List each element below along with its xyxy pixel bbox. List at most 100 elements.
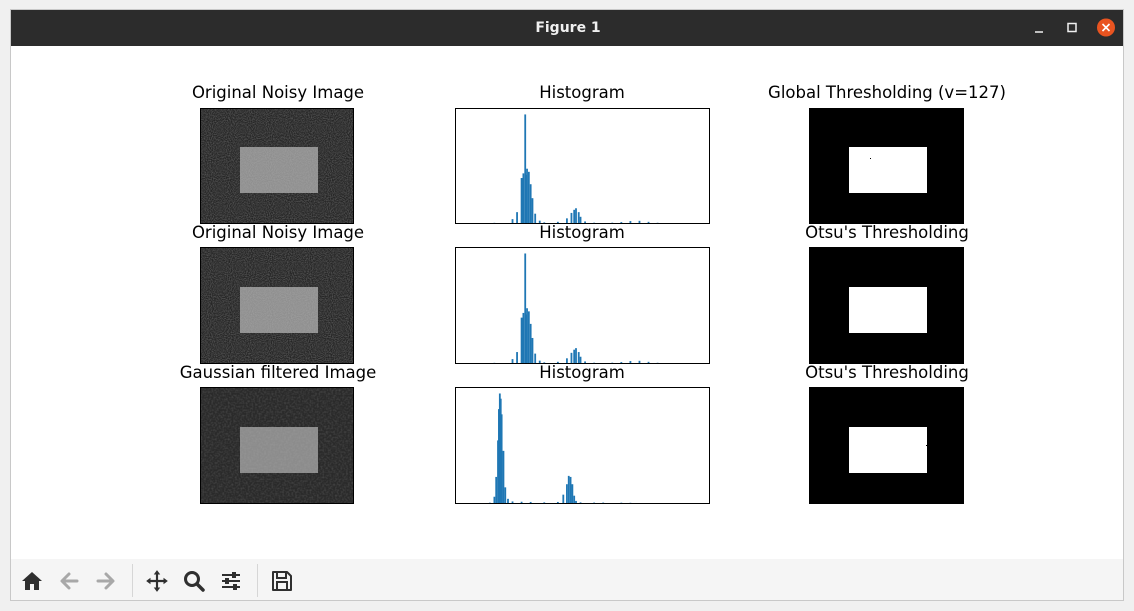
maximize-icon (1067, 22, 1077, 33)
close-button[interactable] (1096, 18, 1116, 38)
arrow-left-icon (60, 572, 79, 590)
home-icon (22, 572, 42, 590)
histogram-plot (488, 393, 632, 503)
panel-title: Otsu's Thresholding (805, 363, 969, 382)
histogram-bar (529, 501, 532, 503)
histogram-bar (566, 358, 568, 363)
histogram-bar (493, 496, 496, 503)
histogram-bar (579, 216, 582, 223)
histogram-bar (538, 220, 541, 223)
histogram-bar (638, 360, 641, 363)
histogram-bar (579, 356, 582, 363)
histogram-bar (584, 221, 586, 223)
histogram-bar (566, 484, 568, 503)
figure-canvas[interactable]: Original Noisy Image Histogram Global Th… (11, 46, 1123, 559)
global-threshold-axes (809, 108, 964, 224)
histogram-bar (529, 323, 532, 363)
histogram-bar (520, 501, 523, 503)
panel-title: Original Noisy Image (191, 83, 365, 102)
move-icon (146, 570, 168, 592)
histogram-bar (573, 209, 576, 223)
noisy-image (201, 109, 353, 223)
panel-title: Original Noisy Image (191, 223, 365, 242)
histogram-bar (647, 361, 650, 363)
histogram-bar (527, 311, 530, 363)
histogram-bar (562, 494, 565, 503)
home-button[interactable] (17, 566, 47, 596)
histogram-bar (620, 222, 623, 223)
sliders-icon (222, 572, 240, 590)
histogram-axes (455, 108, 710, 224)
histogram-bar (520, 317, 523, 363)
histogram-bar (556, 361, 559, 363)
histogram-bar (570, 352, 573, 363)
forward-button[interactable] (91, 566, 121, 596)
histogram-bar (629, 221, 632, 223)
floppy-disk-icon (272, 571, 292, 591)
histogram-bar (497, 440, 499, 503)
histogram-bar (579, 502, 582, 503)
minimize-icon (1035, 31, 1043, 33)
toolbar-separator (257, 564, 258, 597)
gaussian-filtered-image (201, 388, 353, 503)
histogram-bar (525, 174, 528, 223)
histogram-bar (577, 212, 580, 223)
histogram-bar (584, 361, 586, 363)
histogram-bar (573, 349, 576, 363)
histogram-bar (498, 409, 500, 503)
otsu-threshold-image (810, 248, 963, 363)
histogram-bar (522, 173, 525, 223)
save-button[interactable] (267, 566, 297, 596)
histogram-bar (495, 476, 498, 503)
histogram-bar (556, 221, 559, 223)
otsu-threshold-axes (809, 387, 964, 504)
histogram-bar (647, 221, 650, 223)
histogram-bar (567, 475, 570, 503)
noisy-image-axes (200, 247, 354, 364)
histogram-bar (511, 359, 514, 363)
histogram-bar (629, 361, 632, 363)
histogram-bar (575, 208, 577, 223)
histogram-bar (543, 502, 546, 503)
histogram-bar (570, 212, 573, 223)
histogram-plot (493, 114, 659, 223)
histogram-bar (520, 178, 523, 223)
histogram-bar (502, 450, 505, 503)
histogram-bar (571, 484, 574, 503)
figure-window: Figure 1 Original Noisy Image (10, 9, 1124, 601)
configure-subplots-button[interactable] (216, 566, 246, 596)
histogram-bar (543, 222, 546, 223)
window-title: Figure 1 (535, 20, 601, 36)
histogram-bar (526, 308, 528, 363)
histogram-plot (493, 253, 659, 363)
histogram-bar (511, 219, 514, 223)
otsu-threshold-image (810, 388, 963, 503)
panel-title: Histogram (539, 223, 625, 242)
navigation-toolbar (11, 559, 1123, 600)
histogram-bar (534, 353, 537, 363)
histogram-bar (511, 501, 514, 503)
panel-title: Histogram (539, 363, 625, 382)
otsu-threshold-axes (809, 247, 964, 364)
histogram-bar (499, 398, 502, 503)
histogram-bar (524, 114, 527, 223)
pan-button[interactable] (142, 566, 172, 596)
histogram-bar (573, 495, 576, 503)
zoom-button[interactable] (179, 566, 209, 596)
minimize-button[interactable] (1029, 18, 1049, 38)
histogram-bar (526, 168, 528, 223)
histogram-bar (504, 487, 507, 503)
histogram-bar (566, 218, 568, 223)
back-button[interactable] (54, 566, 84, 596)
magnifier-icon (184, 571, 205, 592)
histogram-bar (575, 348, 577, 363)
panel-title: Global Thresholding (v=127) (768, 83, 1006, 102)
histogram-bar (575, 500, 577, 503)
panel-title: Histogram (539, 83, 625, 102)
title-bar[interactable]: Figure 1 (11, 10, 1123, 46)
noisy-image (201, 248, 353, 363)
histogram-bar (516, 212, 518, 223)
noisy-image-axes (200, 108, 354, 224)
histogram-bar (525, 314, 528, 363)
maximize-button[interactable] (1062, 18, 1082, 38)
